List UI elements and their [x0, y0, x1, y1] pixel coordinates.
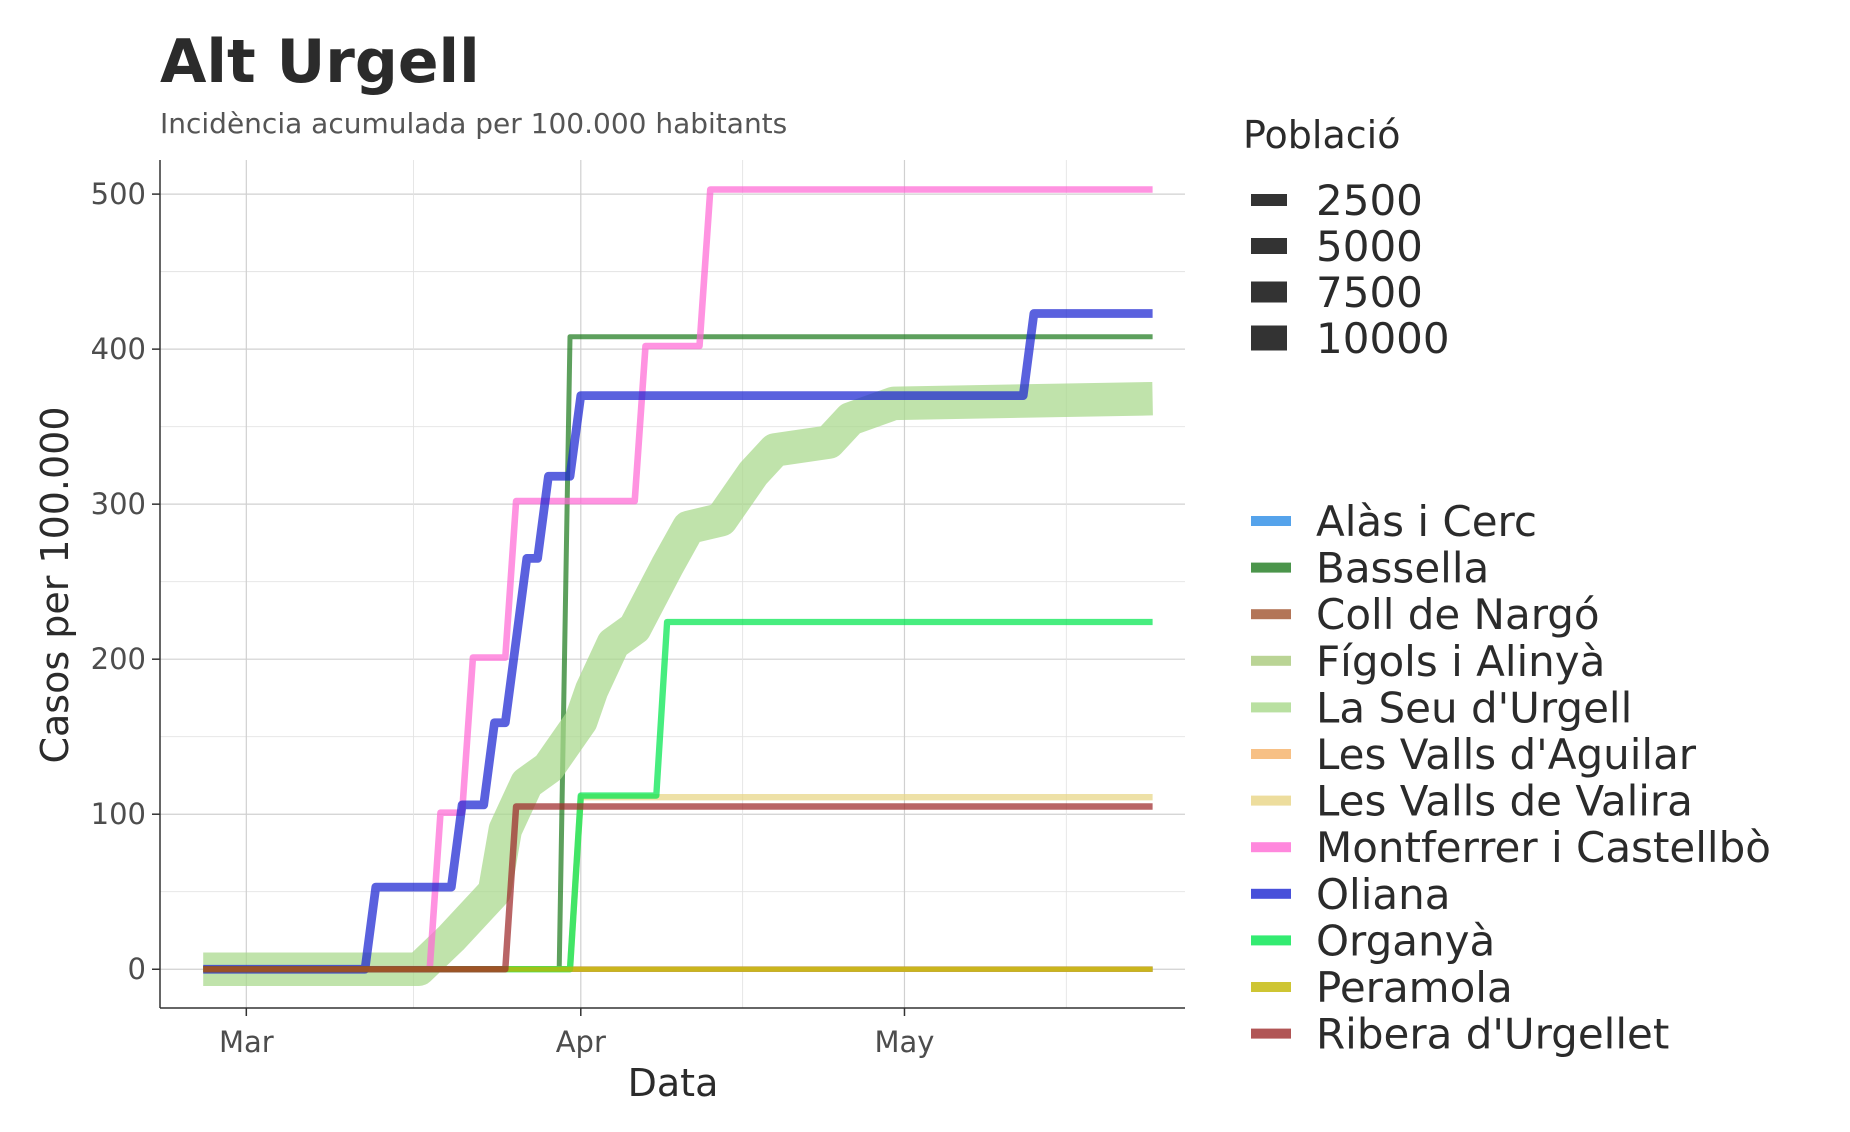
y-tick-label: 0: [128, 952, 146, 986]
series-line: [203, 334, 1153, 972]
legend-label: La Seu d'Urgell: [1316, 683, 1632, 732]
x-tick-label: Apr: [556, 1025, 606, 1059]
plot-area: [203, 186, 1153, 986]
size-legend-key: [1251, 238, 1287, 254]
legend-label: Fígols i Alinyà: [1316, 637, 1605, 686]
legend-label: Bassella: [1316, 544, 1489, 593]
legend-label: Les Valls d'Aguilar: [1316, 730, 1697, 779]
legend-label: Organyà: [1316, 916, 1495, 965]
legend-label: Les Valls de Valira: [1316, 777, 1693, 826]
legend-swatch: [1251, 982, 1291, 992]
legend-swatch: [1251, 749, 1291, 759]
size-legend-title: Població: [1243, 113, 1400, 157]
legend-swatch: [1251, 702, 1291, 713]
size-legend-key: [1251, 325, 1287, 351]
x-ticks: Mar Apr May: [219, 1008, 934, 1059]
legend-swatch: [1251, 842, 1291, 853]
y-tick-label: 500: [91, 177, 146, 211]
legend-swatch: [1251, 609, 1291, 620]
series-line: [203, 803, 1153, 973]
x-tick-label: Mar: [219, 1025, 274, 1059]
y-ticks: 0 100 200 300 400 500: [91, 177, 160, 986]
legend-swatch: [1251, 1028, 1291, 1039]
size-legend-label: 5000: [1316, 222, 1423, 271]
chart-subtitle: Incidència acumulada per 100.000 habitan…: [160, 107, 787, 140]
series-line: [203, 186, 1153, 973]
size-legend-label: 7500: [1316, 268, 1423, 317]
legend-label: Oliana: [1316, 870, 1451, 919]
size-legend-key: [1251, 281, 1287, 303]
legend-swatch: [1251, 888, 1291, 899]
x-axis-title: Data: [628, 1061, 719, 1105]
legend-label: Peramola: [1316, 963, 1513, 1012]
legend-label: Montferrer i Castellbò: [1316, 823, 1771, 872]
series-line: [203, 794, 1153, 973]
y-tick-label: 200: [91, 642, 146, 676]
legend-swatch: [1251, 935, 1291, 946]
legend-label: Ribera d'Urgellet: [1316, 1010, 1669, 1059]
x-tick-label: May: [874, 1025, 934, 1059]
legend-label: Coll de Nargó: [1316, 590, 1600, 639]
legend-swatch: [1251, 516, 1291, 526]
y-tick-label: 400: [91, 332, 146, 366]
legend-label: Alàs i Cerc: [1316, 497, 1537, 546]
legend-swatch: [1251, 655, 1291, 666]
size-legend-key: [1251, 194, 1287, 206]
series-line: [203, 309, 1153, 974]
legend-swatch: [1251, 562, 1291, 573]
size-legend-label: 2500: [1316, 176, 1423, 225]
series-line: [203, 381, 1153, 986]
size-legend-label: 10000: [1316, 314, 1450, 363]
y-tick-label: 300: [91, 487, 146, 521]
y-tick-label: 100: [91, 797, 146, 831]
chart-title: Alt Urgell: [160, 27, 480, 97]
axes: [159, 160, 1185, 1009]
legend-swatch: [1251, 795, 1291, 806]
y-axis-title: Casos per 100.000: [33, 406, 77, 763]
